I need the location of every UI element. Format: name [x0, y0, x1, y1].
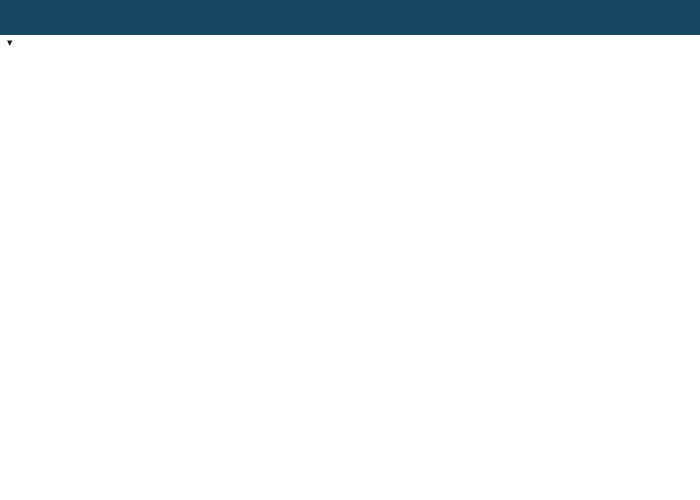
chevron-down-icon: ▼ — [7, 39, 13, 47]
title-bar — [0, 0, 700, 35]
symbol-label[interactable]: ▼ — [7, 40, 15, 47]
